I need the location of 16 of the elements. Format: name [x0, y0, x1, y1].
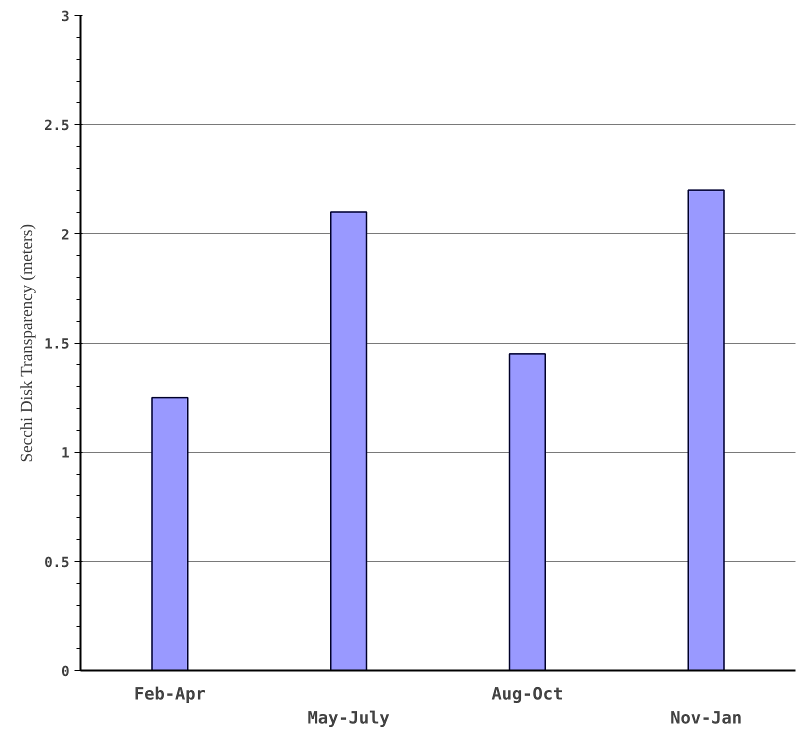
bar	[688, 189, 725, 670]
x-tick-label: Aug-Oct	[492, 684, 564, 704]
bar	[151, 396, 188, 670]
x-tick-label: Feb-Apr	[134, 684, 206, 704]
y-tick-label: 0.5	[44, 554, 70, 571]
x-tick-label: May-July	[308, 708, 390, 728]
x-tick-label: Nov-Jan	[670, 708, 742, 728]
y-tick-label: 2	[61, 227, 70, 244]
y-axis-title: Secchi Disk Transparency (meters)	[17, 224, 36, 462]
bar	[330, 211, 368, 670]
bar	[508, 353, 546, 670]
y-tick-label: 3	[61, 9, 70, 25]
y-tick-label: 0	[61, 664, 70, 680]
y-tick-label: 1.5	[44, 336, 70, 352]
y-tick-label: 2.5	[44, 118, 70, 134]
y-tick-label: 1	[61, 446, 70, 462]
